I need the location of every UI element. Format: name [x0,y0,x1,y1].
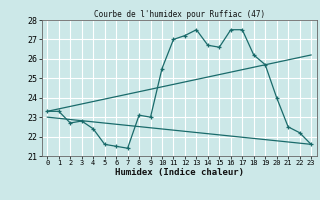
X-axis label: Humidex (Indice chaleur): Humidex (Indice chaleur) [115,168,244,177]
Title: Courbe de l'humidex pour Ruffiac (47): Courbe de l'humidex pour Ruffiac (47) [94,10,265,19]
